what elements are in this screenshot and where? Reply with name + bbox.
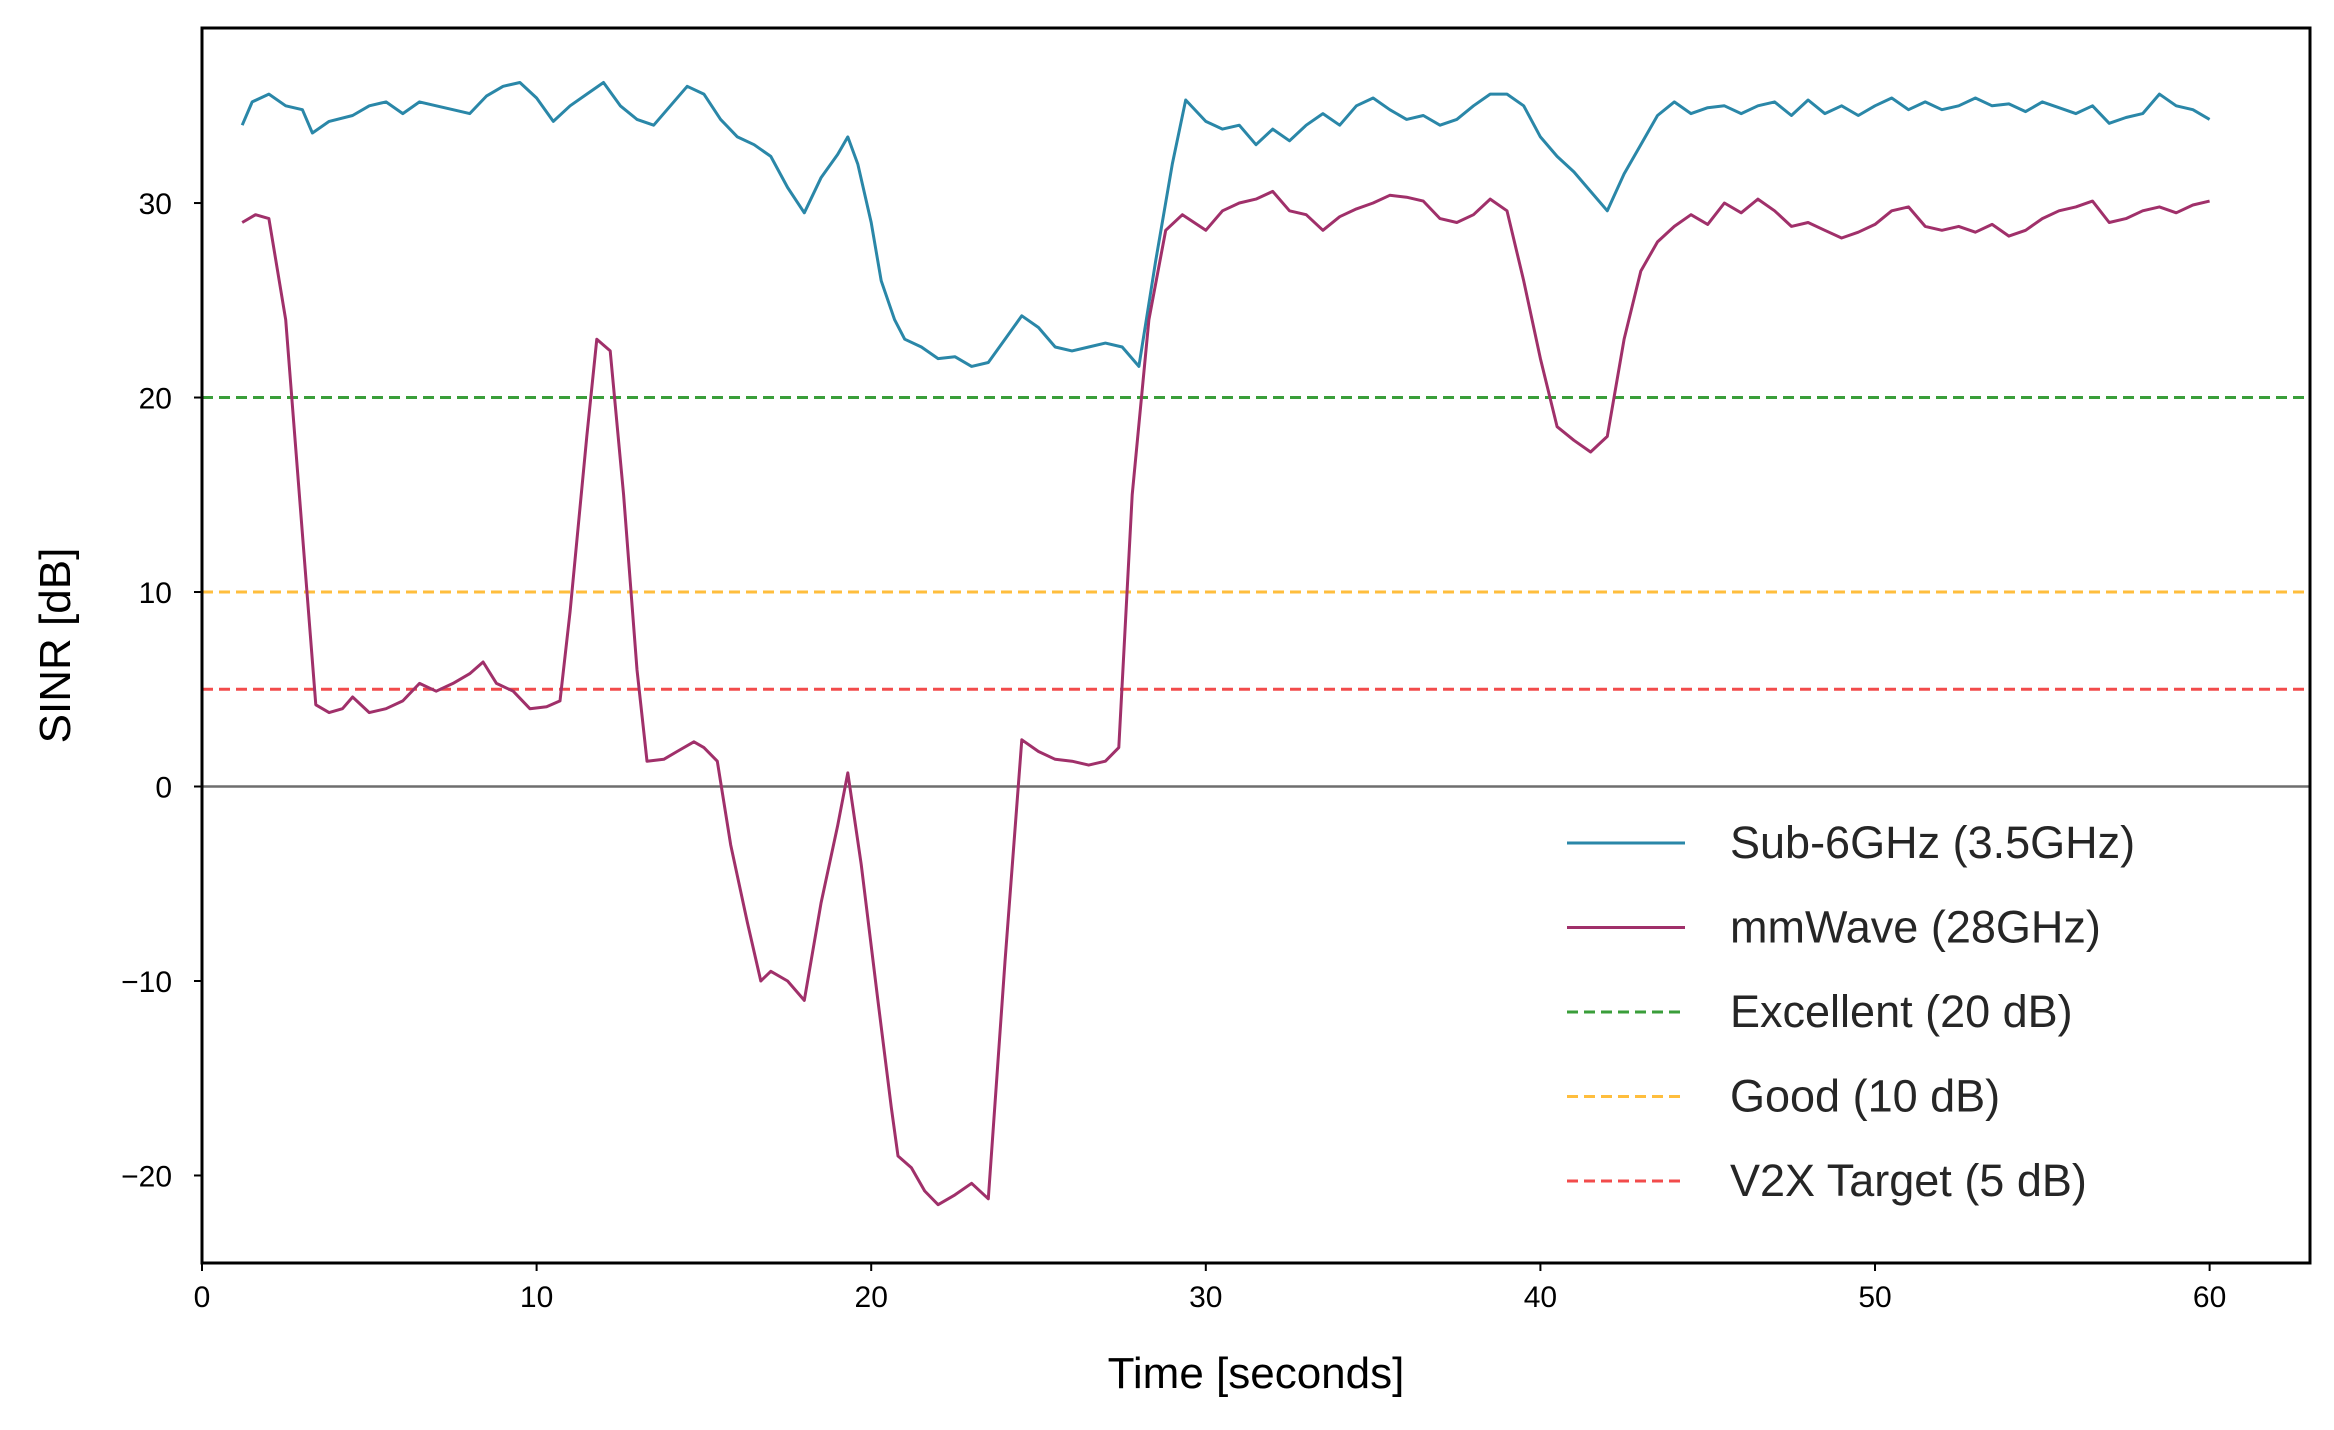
legend-label: Excellent (20 dB): [1730, 986, 2073, 1037]
y-tick-label: −20: [121, 1160, 172, 1193]
legend-item-mmwave-28ghz: mmWave (28GHz): [1567, 902, 2101, 953]
y-tick-label: 10: [139, 577, 172, 610]
y-axis-label: SINR [dB]: [31, 548, 80, 744]
plot-frame: [200, 26, 2312, 1265]
plot-lines: [202, 81, 2310, 1207]
legend-item-v2x-target-5-db: V2X Target (5 dB): [1567, 1155, 2087, 1206]
y-tick-label: 20: [139, 383, 172, 416]
axis-ticks: 0 10 20 30 40 50 60 −20 −10 0 10 20 30: [121, 188, 2226, 1314]
legend-label: Sub-6GHz (3.5GHz): [1730, 817, 2135, 868]
legend-label: V2X Target (5 dB): [1730, 1155, 2087, 1206]
x-tick-label: 30: [1189, 1281, 1222, 1314]
x-tick-label: 10: [520, 1281, 553, 1314]
legend-label: Good (10 dB): [1730, 1071, 2000, 1122]
x-tick-label: 0: [194, 1281, 211, 1314]
legend-item-excellent-20-db: Excellent (20 dB): [1567, 986, 2073, 1037]
legend-label: mmWave (28GHz): [1730, 902, 2101, 953]
series-line-mmwave-28ghz: [241, 189, 2210, 1207]
x-tick-label: 20: [855, 1281, 888, 1314]
x-tick-label: 60: [2193, 1281, 2226, 1314]
y-tick-label: 30: [139, 188, 172, 221]
series-line-sub-6ghz-3-5ghz: [240, 81, 2211, 368]
x-axis-label: Time [seconds]: [1108, 1349, 1405, 1398]
y-tick-label: 0: [155, 772, 172, 805]
legend-item-good-10-db: Good (10 dB): [1567, 1071, 2000, 1122]
y-tick-label: −10: [121, 966, 172, 999]
legend: Sub-6GHz (3.5GHz) mmWave (28GHz) Excellent…: [1567, 817, 2135, 1206]
x-tick-label: 50: [1858, 1281, 1891, 1314]
legend-item-sub-6ghz-3-5ghz: Sub-6GHz (3.5GHz): [1567, 817, 2135, 868]
x-tick-label: 40: [1524, 1281, 1557, 1314]
